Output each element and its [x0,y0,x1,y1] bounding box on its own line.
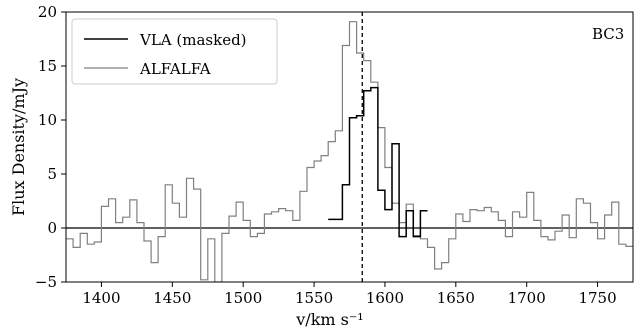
x-tick-label: 1400 [82,289,120,307]
x-tick-label: 1500 [224,289,262,307]
plot-frame [65,11,634,283]
x-tick-label: 1550 [295,289,333,307]
x-tick-label: 1750 [578,289,616,307]
y-tick-label: 0 [47,219,57,237]
y-tick-label: 20 [38,3,57,21]
x-tick-label: 1700 [508,289,546,307]
axis-ticks: 1400 1450 1500 1550 1600 1650 1700 1750 −5 0 5 10 15… [35,3,617,307]
y-tick-label: 15 [38,57,57,75]
legend: VLA (masked) ALFALFA [71,18,278,85]
legend-label-vla: VLA (masked) [139,31,247,49]
y-axis-title: Flux Density/mJy [9,78,28,216]
series-line-alfalfa [66,21,633,282]
y-tick-label: −5 [35,273,57,291]
legend-label-alfalfa: ALFALFA [139,60,211,78]
x-tick-label: 1650 [437,289,475,307]
plot-lines [66,12,633,282]
series-line-vla [328,86,428,238]
panel-annotation: BC3 [592,25,624,43]
x-tick-label: 1600 [366,289,404,307]
x-tick-label: 1450 [153,289,191,307]
y-tick-label: 5 [47,165,57,183]
y-tick-label: 10 [38,111,57,129]
x-axis-title: v/km s⁻¹ [295,310,363,329]
